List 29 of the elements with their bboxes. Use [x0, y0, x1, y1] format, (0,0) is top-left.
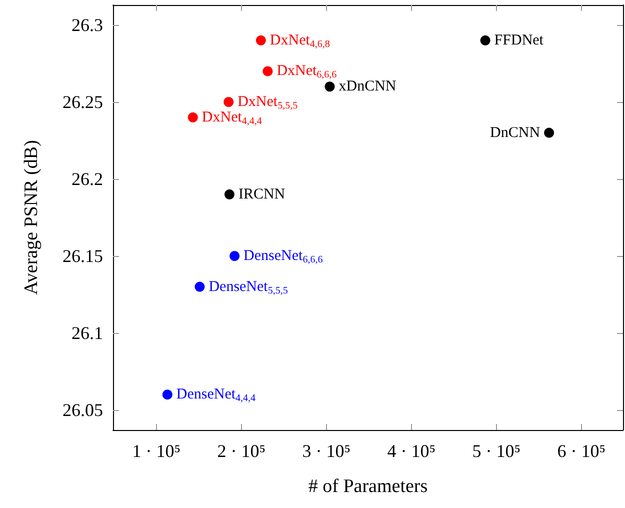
y-tick-label: 26.25 [62, 92, 103, 112]
point [230, 251, 240, 261]
y-tick-label: 26.1 [72, 322, 103, 343]
point [188, 112, 198, 122]
point [324, 82, 335, 92]
x-tick-label: 1 · 10⁵ [132, 441, 180, 461]
x-tick-label: 2 · 10⁵ [217, 441, 266, 461]
y-tick-label: 26.05 [62, 400, 103, 420]
annotation: xDnCNN [338, 78, 396, 95]
point [262, 66, 273, 76]
point [256, 35, 266, 46]
x-tick-label: 6 · 10⁵ [557, 441, 606, 461]
point [224, 97, 234, 108]
x-axis-title: # of Parameters [308, 476, 428, 497]
y-axis-title: Average PSNR (dB) [21, 140, 42, 295]
x-tick-label: 3 · 10⁵ [302, 441, 350, 461]
point [224, 189, 234, 200]
annotation: IRCNN [238, 186, 286, 202]
annotation: FFDNet [494, 32, 544, 48]
x-tick-label: 4 · 10⁵ [387, 441, 436, 461]
y-tick-label: 26.3 [72, 15, 103, 36]
annotation: DnCNN [490, 124, 540, 141]
x-tick-label: 5 · 10⁵ [472, 441, 520, 461]
point [544, 128, 554, 138]
point [194, 282, 205, 292]
point [162, 390, 172, 400]
y-tick-label: 26.2 [72, 169, 103, 190]
y-tick-label: 26.15 [62, 246, 103, 266]
point [480, 35, 490, 46]
